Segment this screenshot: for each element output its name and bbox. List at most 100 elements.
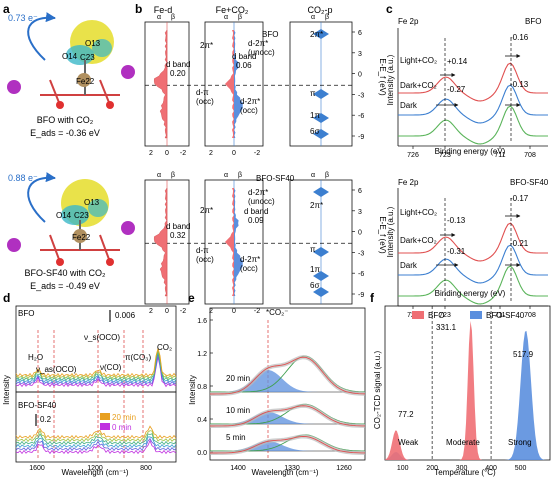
sample-label: BFO-SF40 [18,401,57,410]
shift-value: -0.17 [510,194,529,203]
annotation-value: 0.06 [236,61,252,70]
co2-p-peak [313,271,329,281]
charge-transfer-value: 0.88 e⁻ [8,173,38,183]
sample-label: BFO [18,309,34,318]
sample-label: BFO-SF40 [510,178,549,187]
y-tick-label: -6 [358,271,364,278]
x-tick-label: 0 [232,308,236,315]
panel-f: 100 200 300 400 500 BFO BFO-SF40 Weak Modera… [373,305,551,477]
peak-value: 517.9 [513,350,534,359]
x-tick-label: 0 [165,150,169,157]
x-tick-label: 1400 [230,465,246,472]
spin-label: β [238,172,242,179]
y-tick-label: -3 [358,92,364,99]
annotation: (unocc) [248,48,275,57]
curve-label: Dark+CO₂ [400,236,437,245]
peak-label: *CO₂⁻ [266,308,288,317]
region-label: Moderate [446,438,480,447]
co2-p-peak [313,89,329,99]
spin-label: β [171,172,175,179]
curve-label: Dark [400,101,418,110]
y-tick-label: 0 [358,72,362,79]
fe-co2-dos-red [225,30,234,138]
legend-label: 20 min [112,413,136,422]
x-tick-label: 708 [524,152,536,159]
y-tick-label: 0.8 [197,384,207,391]
x-tick-label: 400 [485,465,497,472]
band-label: ν(CO) [100,363,122,372]
fe-co2-dos-blue [234,30,243,138]
co2-p-peak [313,113,329,123]
panel-a-bottom: 0.88 e⁻ O13 O14 C23 Fe22 BFO-SF40 with C… [7,172,135,291]
panel-d: 1600 1200 800 BFO 0.006 H₂O ν_as(OCO) ν_s(… [2,305,177,477]
y-axis-label: Intensity [188,375,197,405]
panel-title: Fe 2p [398,17,419,26]
annotation: (occ) [240,264,258,273]
shift-value: -0.27 [447,85,466,94]
panel-letter-f: f [370,291,375,305]
trace-label: 5 min [226,433,246,442]
panel-letter-b: b [135,2,142,16]
spectrum-line [15,346,177,378]
atom-label: C23 [74,211,89,220]
x-tick-label: -2 [180,308,186,315]
trace-label: 10 min [226,406,250,415]
fit-curve [209,435,366,454]
curve-label: Dark+CO₂ [400,81,437,90]
annotation: π [310,245,316,254]
shift-value: -0.31 [447,247,466,256]
x-tick-label: 1260 [336,465,352,472]
annotation: π [310,89,316,98]
x-tick-label: 2 [149,308,153,315]
spectrum-line [15,433,177,446]
panel-e: 0.0 0.4 0.8 1.2 1.6 1400 1330 1260 *CO₂⁻ 20 min… [188,307,366,477]
panel-title: Fe 2p [398,178,419,187]
co2-p-peak [313,29,329,39]
x-tick-label: -2 [180,150,186,157]
x-tick-label: 723 [439,152,451,159]
y-tick-label: 1.2 [197,351,207,358]
y-tick-label: 0 [358,230,362,237]
shift-value: -0.21 [510,239,529,248]
x-tick-label: 726 [407,152,419,159]
annotation: 2π* [310,30,323,39]
co2-p-peak [313,187,329,197]
annotation-value: 0.32 [170,231,186,240]
sample-label: BFO [525,17,541,26]
peak-value: 331.1 [436,323,457,332]
annotation: 1π [310,111,320,120]
atom-label: Fe22 [72,233,91,242]
shift-value: +0.14 [447,57,468,66]
y-axis-label: Intensity (a.u.) [386,54,395,105]
annotation: d-2π* [248,39,268,48]
annotation: d band [244,207,268,216]
sample-label: BFO-SF40 [256,174,295,183]
annotation: d-2π* [248,188,268,197]
annotation: d band [166,60,190,69]
region-label: Weak [398,438,419,447]
shift-value: -0.13 [447,216,466,225]
spin-label: β [171,14,175,21]
legend-swatch [100,413,110,420]
band-label: π(CO₃) [125,353,151,362]
y-tick-label: 6 [358,30,362,37]
plot-frame [15,305,177,393]
peak-value: 77.2 [398,410,414,419]
shift-value: -0.13 [510,80,529,89]
xps-curve [398,222,548,262]
x-tick-label: 100 [397,465,409,472]
charge-transfer-arrow [27,172,56,223]
atom-label: O14 [62,52,78,61]
legend-label: BFO [428,311,444,320]
y-tick-label: 0.0 [197,450,207,457]
spectrum-line [15,351,177,384]
fit-curve [209,405,366,427]
column-title: Fe+CO₂ [216,5,249,15]
panel-letter-e: e [188,291,195,305]
spectrum-line [15,356,177,388]
spectrum-line [15,350,177,380]
annotation-value: 0.09 [248,216,264,225]
x-tick-label: 1330 [284,465,300,472]
annotation: 2π* [310,201,323,210]
